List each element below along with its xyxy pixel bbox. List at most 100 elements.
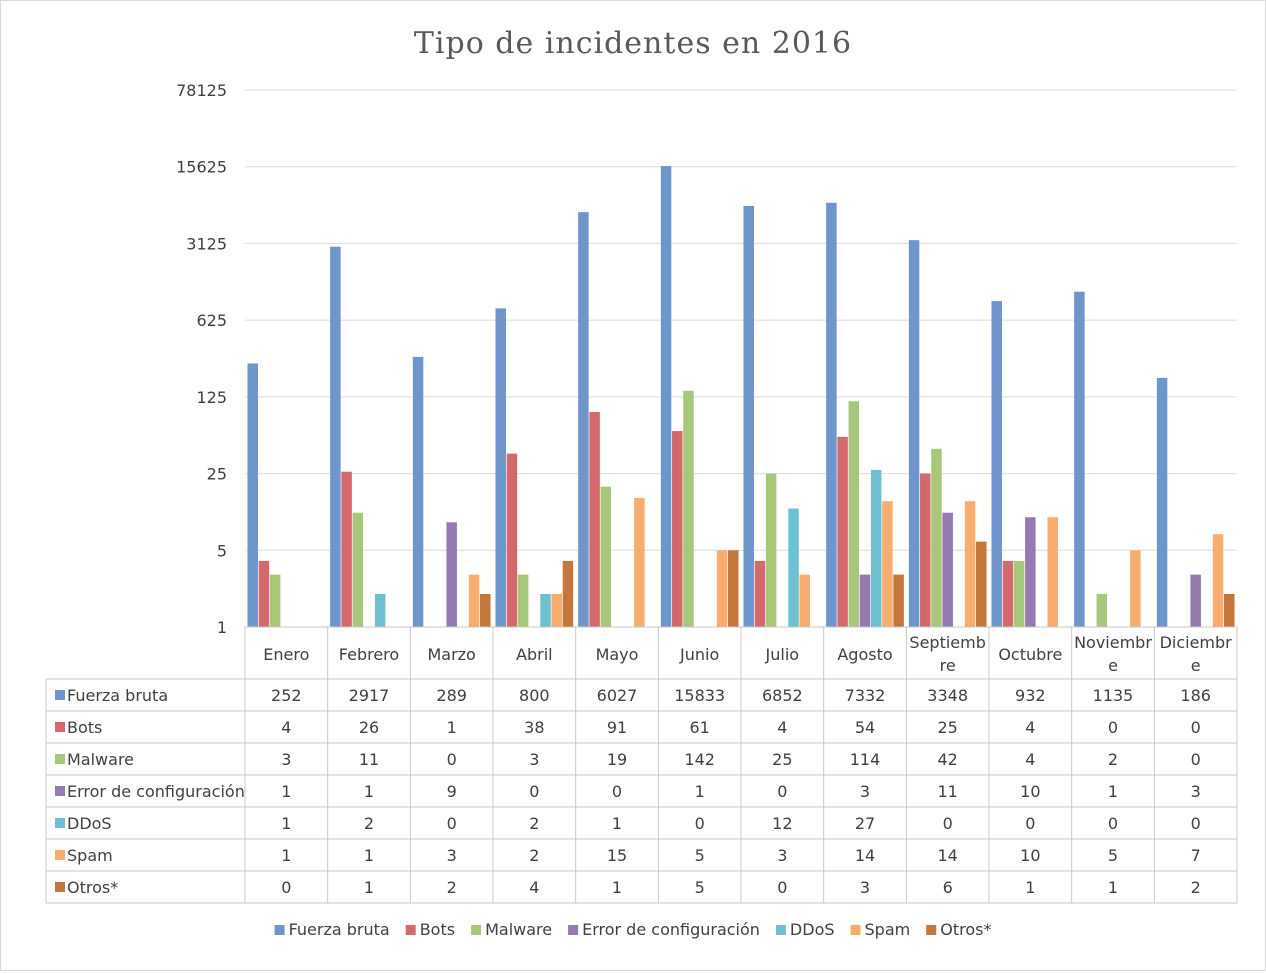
table-cell-value: 25 xyxy=(772,750,792,769)
chart-title: Tipo de incidentes en 2016 xyxy=(414,26,852,61)
table-cell-value: 3 xyxy=(281,750,291,769)
gridlines xyxy=(245,89,1237,551)
table-cell-value: 10 xyxy=(1020,782,1040,801)
x-category-label: Septiemb xyxy=(909,633,985,652)
y-tick-label: 1 xyxy=(217,618,227,637)
table-cell-value: 0 xyxy=(1108,814,1118,833)
x-category-label: Enero xyxy=(263,645,309,664)
table-cell-value: 61 xyxy=(689,718,709,737)
bar xyxy=(837,436,848,627)
bar xyxy=(551,593,562,627)
table-cell-value: 932 xyxy=(1015,686,1046,705)
legend-key xyxy=(471,925,482,935)
table-cell-value: 7332 xyxy=(845,686,886,705)
table-cell-value: 38 xyxy=(524,718,544,737)
bar xyxy=(799,574,810,627)
bar xyxy=(269,574,281,627)
x-category-label: Noviembr xyxy=(1074,633,1152,652)
bar xyxy=(1025,517,1036,627)
table-series-label: DDoS xyxy=(67,814,112,833)
table-cell-value: 1 xyxy=(281,846,291,865)
table-cell-value: 1 xyxy=(281,814,291,833)
table-cell-value: 6 xyxy=(943,878,953,897)
table-cell-value: 15 xyxy=(607,846,627,865)
table-cell-value: 27 xyxy=(855,814,875,833)
table-legend-key xyxy=(55,818,65,828)
bar xyxy=(920,473,931,627)
table-cell-value: 11 xyxy=(359,750,379,769)
bar xyxy=(716,550,728,627)
x-category-label: Julio xyxy=(765,645,800,664)
table-cell-value: 7 xyxy=(1191,846,1201,865)
bar xyxy=(468,574,480,627)
bar xyxy=(788,508,799,627)
table-legend-key xyxy=(55,690,65,700)
y-tick-label: 25 xyxy=(207,465,227,484)
table-series-label: Bots xyxy=(67,718,102,737)
bar xyxy=(743,206,754,627)
bar xyxy=(1190,574,1201,627)
bar xyxy=(683,390,694,627)
bar xyxy=(480,593,491,627)
legend-key xyxy=(926,925,937,935)
legend-label: Error de configuración xyxy=(582,920,760,939)
table-cell-value: 1 xyxy=(1108,782,1118,801)
table-cell-value: 2917 xyxy=(349,686,390,705)
table-cell-value: 142 xyxy=(684,750,715,769)
legend-key xyxy=(775,925,786,935)
bar xyxy=(412,356,424,627)
legend-label: Malware xyxy=(485,920,552,939)
table-legend-key xyxy=(55,786,65,796)
legend-label: Otros* xyxy=(940,920,991,939)
x-category-label: Febrero xyxy=(339,645,399,664)
bar xyxy=(1047,517,1058,627)
table-cell-value: 42 xyxy=(937,750,957,769)
bar xyxy=(1224,593,1235,627)
bar xyxy=(374,593,386,627)
y-tick-label: 125 xyxy=(196,388,227,407)
x-category-label: Octubre xyxy=(998,645,1062,664)
table-legend-key xyxy=(55,754,65,764)
table-cell-value: 1 xyxy=(1108,878,1118,897)
bar xyxy=(942,512,953,627)
bar xyxy=(1002,560,1014,627)
table-cell-value: 1 xyxy=(1025,878,1035,897)
table-cell-value: 800 xyxy=(519,686,550,705)
table-cell-value: 4 xyxy=(1025,718,1035,737)
bar xyxy=(765,473,777,627)
bar xyxy=(540,593,551,627)
table-cell-value: 5 xyxy=(1108,846,1118,865)
x-category-label: Diciembr xyxy=(1160,633,1233,652)
table-cell-value: 91 xyxy=(607,718,627,737)
table-cell-value: 0 xyxy=(529,782,539,801)
table-cell-value: 15833 xyxy=(674,686,725,705)
bar xyxy=(976,541,987,627)
table-legend-key xyxy=(55,722,65,732)
table-cell-value: 289 xyxy=(436,686,467,705)
table-cell-value: 1 xyxy=(612,814,622,833)
table-cell-value: 2 xyxy=(364,814,374,833)
table-cell-value: 0 xyxy=(447,814,457,833)
y-axis-ticks: 1 5 25 125 625 3125 15625 78125 xyxy=(176,81,227,637)
table-cell-value: 0 xyxy=(1191,750,1201,769)
table-cell-value: 0 xyxy=(1191,814,1201,833)
table-cell-value: 2 xyxy=(447,878,457,897)
bar xyxy=(848,401,860,627)
bar xyxy=(728,550,739,627)
table-cell-value: 14 xyxy=(937,846,957,865)
x-category-label: e xyxy=(1108,656,1118,675)
bar xyxy=(859,574,871,627)
table-cell-value: 1 xyxy=(364,878,374,897)
y-tick-label: 15625 xyxy=(176,158,227,177)
bar xyxy=(258,560,270,627)
legend-label: DDoS xyxy=(790,920,835,939)
table-cell-value: 2 xyxy=(529,814,539,833)
table-cell-value: 252 xyxy=(271,686,302,705)
table-legend-key xyxy=(55,850,65,860)
table-cell-value: 5 xyxy=(695,878,705,897)
table-cell-value: 3 xyxy=(529,750,539,769)
bar xyxy=(330,246,341,628)
table-cell-value: 0 xyxy=(281,878,291,897)
table-cell-value: 6852 xyxy=(762,686,803,705)
